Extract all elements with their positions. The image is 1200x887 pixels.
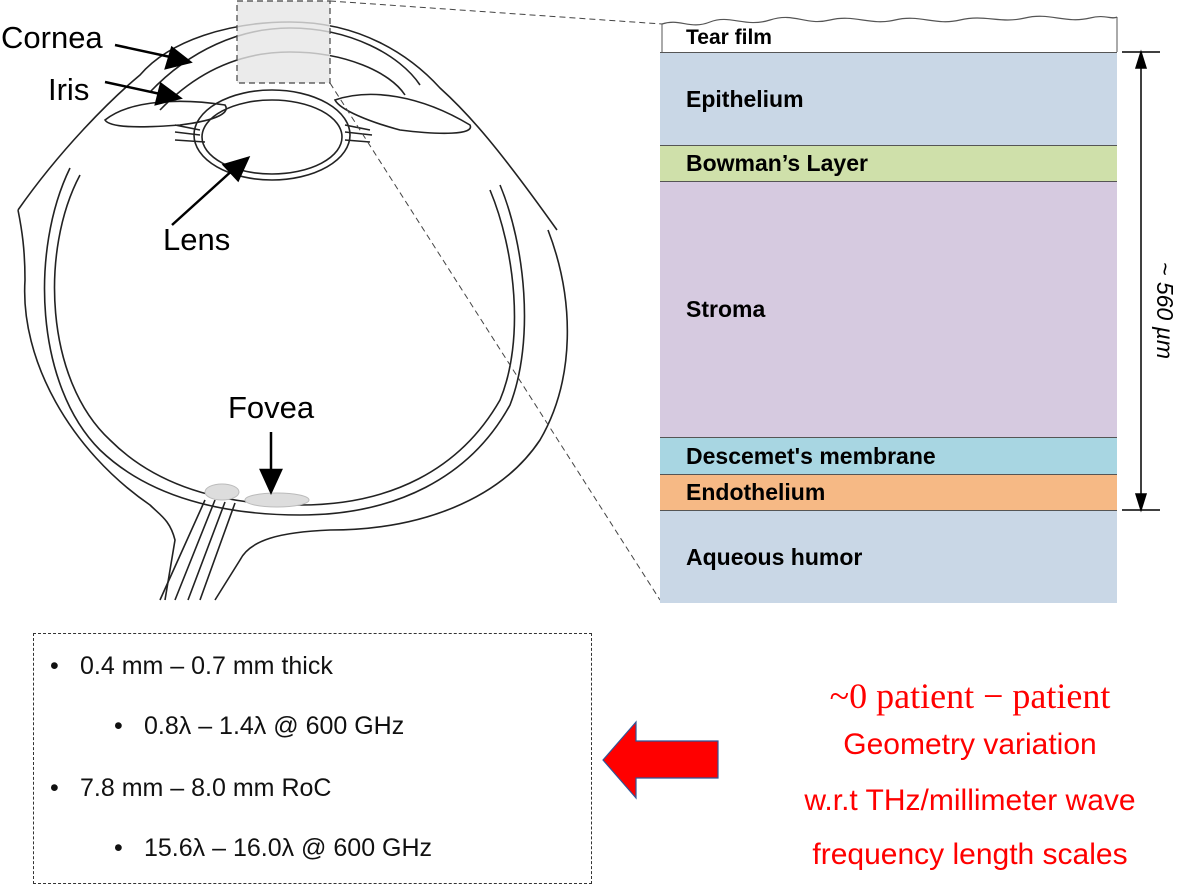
callout-line-3: w.r.t THz/millimeter wave <box>804 784 1136 817</box>
bullet-item: • 7.8 mm – 8.0 mm RoC <box>50 774 331 803</box>
bullet-text: 15.6λ – 16.0λ @ 600 GHz <box>144 834 433 862</box>
layer-label: Endothelium <box>686 479 826 505</box>
layer-label: Epithelium <box>686 85 804 112</box>
zoom-region-box <box>236 0 331 84</box>
layer-descemets: Descemet's membrane <box>660 437 1117 474</box>
layer-label: Tear film <box>686 26 772 49</box>
layer-label: Descemet's membrane <box>686 442 936 469</box>
bullet-dot: • <box>50 774 59 802</box>
iris-arrow <box>104 80 166 97</box>
layer-aqueous-humor: Aqueous humor <box>660 510 1117 603</box>
cornea-arrow <box>114 43 176 60</box>
label-iris: Iris <box>48 72 90 107</box>
bullet-dot: • <box>50 652 59 680</box>
layer-label: Bowman’s Layer <box>686 150 868 176</box>
lens-shape <box>193 89 351 181</box>
layer-label: Stroma <box>686 296 766 322</box>
thickness-label: ~ 560 µm <box>1152 262 1178 359</box>
bullet-item: • 0.8λ – 1.4λ @ 600 GHz <box>114 712 404 741</box>
left-arrow-icon <box>602 720 719 800</box>
bullet-item: • 15.6λ – 16.0λ @ 600 GHz <box>114 834 432 863</box>
callout-line-4: frequency length scales <box>812 838 1128 871</box>
label-fovea: Fovea <box>228 390 315 425</box>
retina-outline <box>53 174 516 506</box>
bullet-item: • 0.4 mm – 0.7 mm thick <box>50 652 333 681</box>
layer-epithelium: Epithelium <box>660 52 1117 145</box>
optic-disc <box>204 483 240 501</box>
bullet-text: 0.4 mm – 0.7 mm thick <box>80 652 333 680</box>
bullet-dot: • <box>114 834 123 862</box>
layer-bowmans: Bowman’s Layer <box>660 145 1117 181</box>
bullet-dot: • <box>114 712 123 740</box>
iris-shape <box>103 100 227 128</box>
zoom-leader-top <box>329 0 663 25</box>
zoom-leader-bottom <box>329 82 661 601</box>
layer-endothelium: Endothelium <box>660 474 1117 510</box>
label-lens: Lens <box>163 222 231 257</box>
bullet-text: 7.8 mm – 8.0 mm RoC <box>80 774 332 802</box>
layer-tear-film: Tear film <box>660 24 1117 52</box>
callout-line-1: ~0 patient − patient <box>829 676 1111 716</box>
sclera-outline <box>17 21 569 601</box>
label-cornea: Cornea <box>1 20 103 55</box>
geometry-bullet-box: • 0.4 mm – 0.7 mm thick • 0.8λ – 1.4λ @ 60… <box>33 633 592 884</box>
thickness-dimension-arrow <box>1122 49 1160 513</box>
layer-stroma: Stroma <box>660 181 1117 437</box>
bullet-text: 0.8λ – 1.4λ @ 600 GHz <box>144 712 405 740</box>
lens-arrow <box>171 167 236 226</box>
fovea-spot <box>244 492 310 508</box>
tear-film-surface <box>661 15 1118 26</box>
callout-line-2: Geometry variation <box>843 728 1097 761</box>
layer-label: Aqueous humor <box>686 543 863 570</box>
